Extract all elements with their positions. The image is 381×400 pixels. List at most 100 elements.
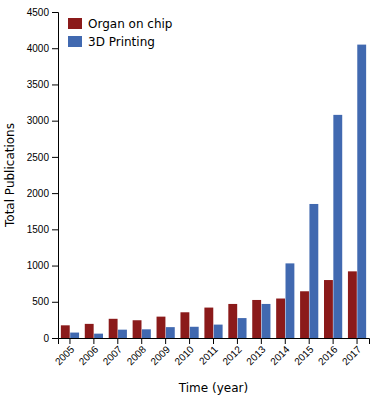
y-tick: 0 <box>43 333 58 344</box>
x-tick-mark <box>261 338 262 344</box>
x-tick-mark <box>333 338 334 344</box>
x-tick-label: 2012 <box>220 343 244 367</box>
y-axis-title: Total Publications <box>3 123 17 228</box>
x-tick: 2009 <box>149 338 173 367</box>
x-tick-mark <box>189 338 190 344</box>
y-axis-line <box>52 13 59 339</box>
y-tick: 1500 <box>27 224 58 235</box>
x-tick: 2017 <box>340 338 364 367</box>
bar-series <box>70 45 366 338</box>
x-tick-label: 2006 <box>77 343 101 367</box>
legend: Organ on chip 3D Printing <box>68 17 172 49</box>
y-tick-label: 2000 <box>27 188 50 199</box>
legend-label: 3D Printing <box>88 35 155 49</box>
x-tick-label: 2016 <box>316 343 340 367</box>
y-axis: 0 500 1000 1500 2000 2500 3000 3500 4000 4500 <box>27 7 59 344</box>
bar <box>286 263 295 338</box>
plot: 0 500 1000 1500 2000 2500 3000 3500 4000 4500 2005… <box>27 7 370 367</box>
y-tick-label: 1000 <box>27 260 50 271</box>
bar <box>85 324 94 338</box>
x-tick: 2014 <box>268 338 292 367</box>
y-tick-label: 3500 <box>27 79 50 90</box>
x-tick-label: 2015 <box>292 343 316 367</box>
bar <box>324 280 333 338</box>
x-tick-label: 2010 <box>172 343 196 367</box>
bar <box>109 319 118 338</box>
y-tick-mark <box>52 157 58 158</box>
bar <box>276 299 285 338</box>
x-tick-mark <box>141 338 142 344</box>
x-tick-mark <box>117 338 118 344</box>
bar <box>61 325 70 338</box>
x-tick-mark <box>69 338 70 344</box>
x-tick: 2011 <box>197 338 220 367</box>
bar <box>166 327 175 338</box>
bars <box>61 45 366 338</box>
y-tick-mark <box>52 338 58 339</box>
bar <box>70 333 79 338</box>
bar <box>133 320 142 338</box>
x-tick-label: 2005 <box>53 343 77 367</box>
x-tick-mark <box>93 338 94 344</box>
x-tick-label: 2009 <box>149 343 173 367</box>
x-tick: 2015 <box>292 338 316 367</box>
y-tick-label: 2500 <box>27 152 50 163</box>
bar <box>118 330 127 338</box>
x-tick-label: 2007 <box>101 343 125 367</box>
bar <box>157 317 166 338</box>
y-tick: 2000 <box>27 188 58 199</box>
x-axis-line <box>59 339 370 345</box>
x-tick: 2006 <box>77 338 101 367</box>
x-tick: 2012 <box>220 338 244 367</box>
bar <box>262 304 271 338</box>
legend-item: Organ on chip <box>68 17 172 31</box>
y-tick: 500 <box>32 296 58 307</box>
x-tick-mark <box>309 338 310 344</box>
x-tick-label: 2013 <box>244 343 268 367</box>
bar <box>190 327 199 338</box>
x-tick-mark <box>357 338 358 344</box>
y-tick-label: 4000 <box>27 43 50 54</box>
y-tick-label: 0 <box>43 333 49 344</box>
x-tick-label: 2014 <box>268 343 292 367</box>
x-tick: 2013 <box>244 338 268 367</box>
y-tick-mark <box>52 84 58 85</box>
y-tick: 4500 <box>27 7 58 18</box>
x-tick-mark <box>165 338 166 344</box>
x-tick: 2016 <box>316 338 340 367</box>
y-tick-label: 500 <box>32 296 49 307</box>
x-tick-mark <box>213 338 214 344</box>
y-tick-label: 1500 <box>27 224 50 235</box>
y-tick-mark <box>52 266 58 267</box>
legend-label: Organ on chip <box>88 17 172 31</box>
bar <box>357 45 366 338</box>
bar <box>300 291 309 338</box>
bar <box>228 304 237 338</box>
y-tick-mark <box>52 121 58 122</box>
x-tick-mark <box>237 338 238 344</box>
bar <box>94 334 103 338</box>
x-tick: 2008 <box>125 338 149 367</box>
y-tick-mark <box>52 12 58 13</box>
bar <box>214 325 223 338</box>
y-tick-mark <box>52 302 58 303</box>
bar <box>252 300 261 338</box>
x-tick-label: 2017 <box>340 343 364 367</box>
bar <box>180 312 189 338</box>
x-tick-mark <box>285 338 286 344</box>
y-tick-label: 4500 <box>27 7 50 18</box>
x-axis-title: Time (year) <box>178 381 248 395</box>
legend-item: 3D Printing <box>68 35 155 49</box>
bar <box>204 308 213 338</box>
y-tick: 3000 <box>27 115 58 126</box>
x-tick: 2007 <box>101 338 125 367</box>
bar <box>238 318 247 338</box>
y-tick: 3500 <box>27 79 58 90</box>
bar <box>142 329 151 338</box>
x-tick-label: 2011 <box>197 343 220 366</box>
y-tick-mark <box>52 193 58 194</box>
y-tick-mark <box>52 48 58 49</box>
legend-swatch <box>68 18 82 29</box>
legend-swatch <box>68 36 82 47</box>
chart: 0 500 1000 1500 2000 2500 3000 3500 4000 4500 2005… <box>0 0 381 400</box>
